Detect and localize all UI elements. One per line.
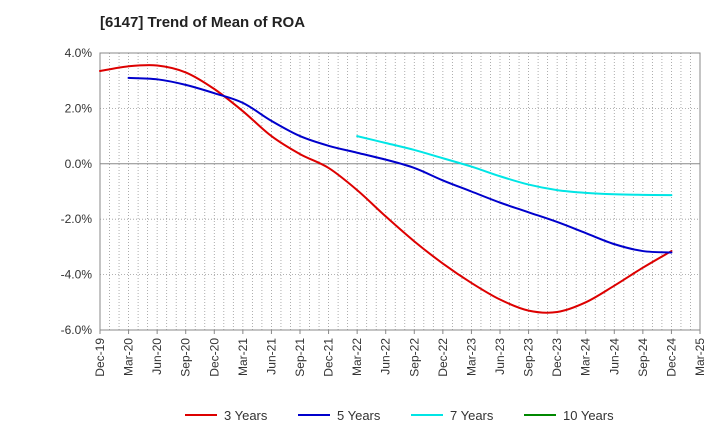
legend-label: 5 Years	[337, 408, 381, 423]
series-line-3-years	[99, 64, 673, 314]
legend-label: 10 Years	[563, 408, 614, 423]
series-line-7-years	[356, 135, 673, 197]
x-tick-label: Sep-22	[407, 338, 421, 377]
y-tick-label: -6.0%	[61, 323, 93, 337]
chart-title: [6147] Trend of Mean of ROA	[100, 14, 306, 31]
x-tick-label: Sep-23	[522, 338, 536, 377]
y-tick-label: 2.0%	[65, 101, 93, 115]
x-tick-label: Mar-23	[464, 338, 478, 376]
x-tick-label: Dec-23	[550, 338, 564, 377]
x-tick-label: Mar-22	[350, 338, 364, 376]
x-tick-label: Sep-20	[179, 338, 193, 377]
x-tick-label: Jun-21	[264, 338, 278, 375]
legend-label: 7 Years	[450, 408, 494, 423]
x-tick-label: Dec-21	[322, 338, 336, 377]
y-tick-label: -4.0%	[61, 268, 93, 282]
x-tick-label: Dec-20	[207, 338, 221, 377]
x-tick-label: Sep-21	[293, 338, 307, 377]
y-tick-label: 0.0%	[65, 157, 93, 171]
series-line-5-years	[127, 76, 673, 254]
x-tick-label: Dec-24	[664, 338, 678, 377]
plot-area-border	[99, 52, 701, 331]
legend-label: 3 Years	[224, 408, 268, 423]
x-tick-label: Mar-21	[236, 338, 250, 376]
y-tick-label: 4.0%	[65, 46, 93, 60]
x-tick-label: Jun-20	[150, 338, 164, 375]
x-tick-label: Dec-22	[436, 338, 450, 377]
x-tick-label: Mar-20	[122, 338, 136, 376]
x-tick-label: Mar-25	[693, 338, 707, 376]
x-tick-label: Mar-24	[579, 338, 593, 376]
x-tick-label: Dec-19	[93, 338, 107, 377]
x-tick-label: Jun-22	[379, 338, 393, 375]
x-tick-label: Sep-24	[636, 338, 650, 377]
x-tick-label: Jun-24	[607, 338, 621, 375]
y-tick-label: -2.0%	[61, 212, 93, 226]
x-tick-label: Jun-23	[493, 338, 507, 375]
